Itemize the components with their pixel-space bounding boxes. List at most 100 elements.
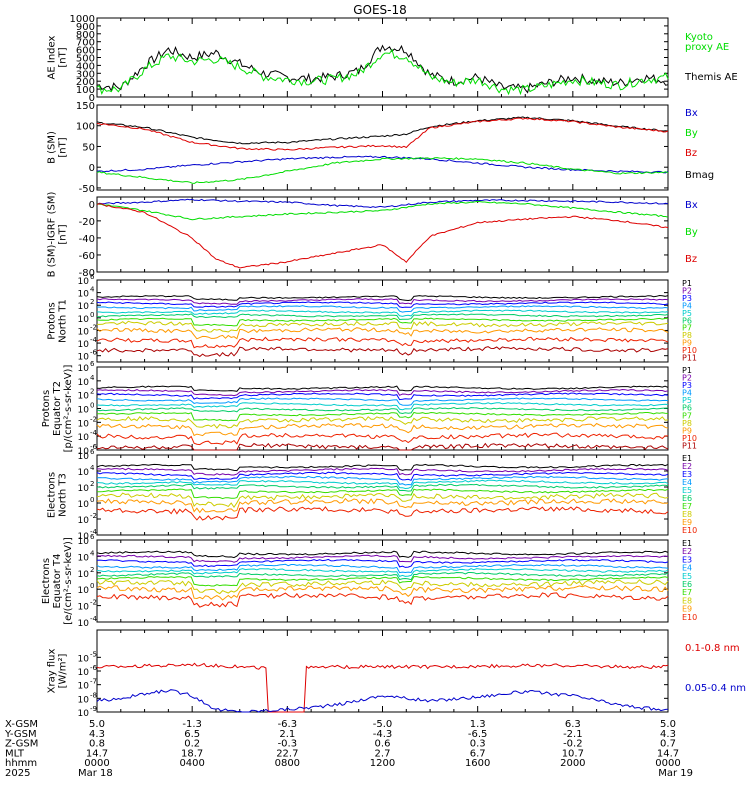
- channel-label: E2: [682, 462, 692, 471]
- channel-label: P4: [682, 301, 692, 310]
- footer-value: Mar 19: [658, 768, 693, 779]
- channel-line: [96, 579, 669, 595]
- channel-label: P9: [682, 339, 692, 348]
- y-tick-exponent: 6: [90, 533, 95, 541]
- y-tick-label: 0: [89, 163, 95, 174]
- y-tick-label: 10: [78, 654, 90, 664]
- y-tick-exponent: -2: [90, 415, 97, 423]
- y-tick-label: 100: [76, 85, 95, 96]
- y-tick-exponent: -2: [90, 512, 97, 520]
- channel-label: P2: [682, 286, 692, 295]
- series-pe: [96, 385, 669, 451]
- footer-value: 0.8: [89, 739, 105, 750]
- footer-value: 6.7: [470, 748, 486, 759]
- y-tick-label: 900: [76, 22, 95, 33]
- y-tick-label: 10: [78, 327, 90, 337]
- panel-frame: [96, 104, 669, 191]
- y-tick-label: 10: [78, 315, 90, 325]
- y-tick-exponent: -7: [90, 678, 97, 686]
- y-tick-label: 10: [78, 709, 90, 719]
- series-line: [96, 117, 669, 151]
- footer-row-label: 2025: [5, 768, 30, 779]
- channel-line: [96, 479, 669, 490]
- y-axis-label: Equator T2: [52, 381, 63, 436]
- channel-label: P8: [682, 331, 692, 340]
- channel-label: P2: [682, 374, 692, 383]
- legend-entry: 0.05-0.4 nm: [685, 683, 746, 694]
- y-tick-exponent: -2: [90, 323, 97, 331]
- channel-line: [97, 320, 669, 333]
- series-line: [96, 156, 669, 184]
- footer-value: 1600: [465, 758, 490, 769]
- channel-label: E6: [682, 580, 692, 589]
- legend-entry: Bmag: [685, 170, 714, 181]
- y-tick-label: -80: [79, 268, 95, 279]
- legend-entry: Themis AE: [684, 72, 738, 83]
- channel-label: E4: [682, 478, 692, 487]
- channel-line: [96, 558, 669, 568]
- footer-value: 18.7: [181, 748, 203, 759]
- footer-value: -6.5: [468, 729, 488, 740]
- footer-value: 0000: [84, 758, 109, 769]
- y-tick-exponent: -4: [90, 615, 98, 623]
- channel-line: [96, 416, 669, 429]
- series-bsm: [96, 156, 669, 184]
- panel-bsm: -50 0 50 100 150 B (SM) [nT] Bx By Bz Bmag: [47, 101, 715, 195]
- y-tick-label: 700: [76, 38, 95, 49]
- y-tick-exponent: 0: [90, 311, 94, 319]
- y-axis-label: [nT]: [58, 224, 69, 244]
- y-tick-label: 10: [78, 695, 90, 705]
- y-tick-exponent: 6: [90, 273, 95, 281]
- footer-value: 0000: [655, 758, 680, 769]
- channel-line: [96, 432, 668, 446]
- y-tick-label: 100: [76, 122, 95, 133]
- y-axis-label: B (SM)-IGRF (SM): [47, 192, 58, 278]
- y-axis-label: [e/(cm²-s-sr-keV)]: [63, 537, 74, 625]
- y-tick-exponent: 6: [90, 360, 95, 368]
- y-tick-exponent: 4: [90, 464, 95, 472]
- legend-entry: By: [685, 227, 698, 238]
- y-tick-label: 10: [78, 302, 90, 312]
- channel-label: E3: [682, 555, 692, 564]
- y-tick-label: 150: [76, 101, 95, 112]
- y-tick-exponent: 2: [90, 480, 94, 488]
- channel-line: [96, 301, 669, 309]
- series-ae: [96, 44, 669, 94]
- channel-label: E7: [682, 502, 692, 511]
- channel-line: [96, 463, 669, 472]
- y-tick-label: 10: [78, 378, 90, 388]
- footer-value: -6.3: [278, 719, 298, 730]
- channel-label: E5: [682, 486, 692, 495]
- footer-row-label: X-GSM: [5, 719, 38, 730]
- y-tick-label: 10: [78, 419, 90, 429]
- channel-line: [96, 327, 669, 340]
- channel-line: [96, 576, 669, 587]
- footer-row-label: Z-GSM: [5, 739, 38, 750]
- channel-line: [96, 488, 669, 500]
- y-tick-label: 10: [78, 392, 90, 402]
- channel-line: [96, 313, 669, 321]
- series-ee: [96, 550, 669, 608]
- channel-line: [96, 422, 669, 437]
- y-axis-label: B (SM): [47, 131, 58, 164]
- footer-row-label: hhmm: [5, 758, 37, 769]
- series-en: [96, 463, 669, 521]
- channel-line: [97, 467, 669, 476]
- legend-entry: By: [685, 128, 698, 139]
- footer-row-label: Y-GSM: [4, 729, 37, 740]
- y-tick-label: 10: [78, 603, 90, 613]
- series-bigrf: [96, 200, 669, 221]
- footer-value: -4.3: [373, 729, 393, 740]
- footer-value: 2.1: [279, 729, 295, 740]
- y-axis-label: [nT]: [58, 137, 69, 157]
- channel-label: P3: [682, 381, 692, 390]
- y-tick-label: 10: [78, 516, 90, 526]
- channel-line: [96, 305, 669, 313]
- legend-entry: 0.1-0.8 nm: [685, 643, 740, 654]
- channel-line: [96, 402, 669, 411]
